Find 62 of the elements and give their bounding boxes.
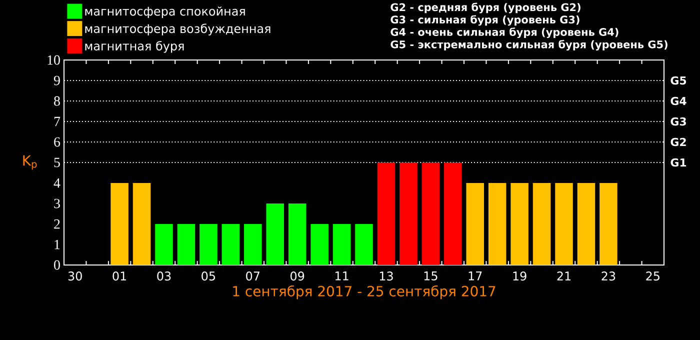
y-tick-label: 5 xyxy=(54,158,60,168)
x-tick-label: 07 xyxy=(246,272,260,281)
bar xyxy=(266,204,284,265)
bar xyxy=(466,183,484,265)
bar xyxy=(532,183,551,265)
y-tick-label: 2 xyxy=(54,219,60,229)
bar xyxy=(332,224,351,265)
x-tick-label: 15 xyxy=(424,272,438,280)
y-tick-label: 8 xyxy=(54,96,60,106)
y-tick-label: 10 xyxy=(48,55,60,65)
y-tick-label: 3 xyxy=(54,198,60,208)
bar xyxy=(510,183,528,265)
y-tick-label: 9 xyxy=(54,76,60,86)
bar xyxy=(222,224,240,265)
bar xyxy=(577,183,596,265)
bar xyxy=(155,224,173,265)
bar xyxy=(422,162,440,265)
bar xyxy=(400,162,418,265)
x-axis-title: 1 сентября 2017 - 25 сентября 2017 xyxy=(233,285,496,300)
bar xyxy=(310,224,328,265)
x-tick-label: 03 xyxy=(157,272,171,281)
legend-label: магнитная буря xyxy=(85,41,184,53)
y-tick-label: 4 xyxy=(54,178,60,188)
bar xyxy=(288,204,306,265)
bar xyxy=(555,183,573,265)
bar xyxy=(488,183,506,265)
text: G2 - средняя буря (уровень G2) xyxy=(390,2,580,14)
y-tick-label: 7 xyxy=(54,116,60,126)
legend-label: магнитосфера спокойная xyxy=(85,6,245,18)
ref-line-label: G1 xyxy=(670,158,686,167)
x-tick-label: 25 xyxy=(646,272,660,281)
x-tick-label: 05 xyxy=(202,272,216,281)
bar xyxy=(200,224,218,265)
x-tick-label: 09 xyxy=(290,272,304,281)
x-tick-label: 17 xyxy=(468,272,482,280)
x-tick-label: 01 xyxy=(112,272,126,281)
text: G5 - экстремально сильная буря (уровень G5) xyxy=(390,40,668,50)
bar xyxy=(110,183,128,265)
x-tick-label: 21 xyxy=(557,272,570,280)
legend-label: магнитосфера возбужденная xyxy=(85,24,270,36)
x-tick-label: 30 xyxy=(68,272,82,281)
x-tick-label: 19 xyxy=(513,272,526,281)
ref-line-label: G2 xyxy=(670,138,686,146)
ref-line-label: G5 xyxy=(670,76,686,85)
text: G4 - очень сильная буря (уровень G4) xyxy=(390,28,618,38)
bar xyxy=(600,183,618,265)
x-tick-label: 13 xyxy=(380,272,393,281)
x-tick-label: 23 xyxy=(602,272,616,281)
bar xyxy=(444,162,462,265)
x-tick-label: 11 xyxy=(335,272,348,280)
ref-line-label: G4 xyxy=(670,96,686,106)
bar xyxy=(244,224,262,265)
y-tick-label: 6 xyxy=(54,137,60,147)
bar xyxy=(132,183,151,265)
ref-line-label: G3 xyxy=(670,117,686,126)
y-axis-title: K$_{p}$ xyxy=(23,155,37,170)
y-tick-label: 0 xyxy=(54,260,60,270)
bar xyxy=(355,224,373,265)
text: G3 - сильная буря (уровень G3) xyxy=(390,15,580,26)
y-tick-label: 1 xyxy=(54,240,60,250)
bar xyxy=(377,162,396,265)
bar xyxy=(177,224,196,265)
